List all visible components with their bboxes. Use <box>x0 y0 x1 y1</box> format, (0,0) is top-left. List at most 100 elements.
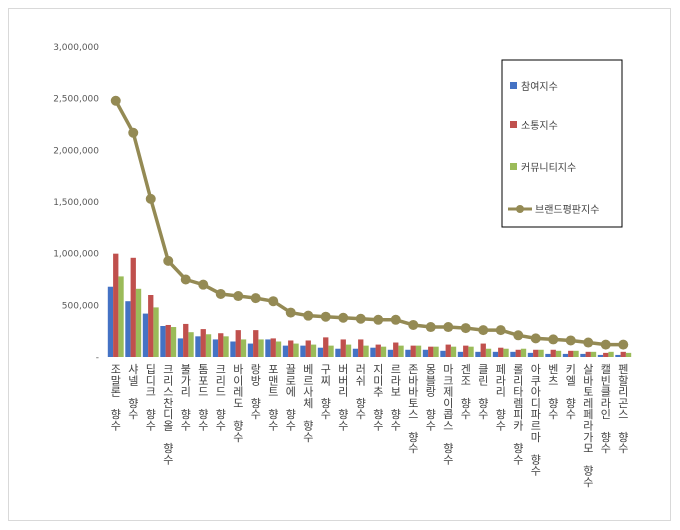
y-tick-label: 2,000,000 <box>53 146 99 156</box>
line-point <box>583 337 594 348</box>
line-point <box>478 325 489 336</box>
line-point <box>163 255 174 266</box>
bar <box>352 348 359 357</box>
bar <box>515 349 521 357</box>
bar <box>520 348 527 357</box>
bar <box>265 339 271 357</box>
bar <box>258 339 264 357</box>
legend-box <box>501 59 623 228</box>
bar <box>142 313 149 357</box>
line-point <box>618 339 629 350</box>
bar <box>422 349 429 357</box>
bar <box>165 324 171 357</box>
bar <box>170 327 177 357</box>
bar <box>475 351 481 357</box>
line-point <box>460 323 471 334</box>
bar <box>533 349 539 357</box>
line-point <box>390 314 401 325</box>
legend-swatch <box>510 121 517 128</box>
bar <box>615 354 621 357</box>
bar <box>335 348 341 357</box>
bar <box>562 353 569 357</box>
bar <box>135 288 142 357</box>
bar <box>275 341 282 357</box>
line-point <box>443 322 454 333</box>
line-point <box>303 310 314 321</box>
bar <box>445 344 451 357</box>
line-point <box>373 314 384 325</box>
bar <box>370 347 376 357</box>
legend-swatch-marker <box>516 205 524 213</box>
bar-series-group <box>107 253 632 357</box>
bar <box>498 347 504 357</box>
bar <box>212 339 219 357</box>
bar <box>118 276 124 357</box>
legend-label: 소통지수 <box>521 120 558 132</box>
bar <box>387 349 394 357</box>
bar <box>300 345 306 357</box>
bar <box>188 332 194 357</box>
legend-swatch <box>510 163 517 170</box>
bar <box>510 351 516 357</box>
line-point <box>408 319 419 330</box>
bar <box>393 342 399 357</box>
bar <box>288 340 294 357</box>
line-point <box>110 95 121 106</box>
bar <box>323 337 329 357</box>
bar <box>480 343 486 357</box>
bar <box>620 351 626 357</box>
line-point <box>495 325 506 336</box>
bar <box>218 333 224 357</box>
line-point <box>215 288 226 299</box>
bar <box>205 334 212 357</box>
legend-label: 커뮤니티지수 <box>521 162 576 174</box>
bar <box>345 344 352 357</box>
bar <box>503 348 509 357</box>
bar <box>405 349 411 357</box>
bar <box>358 339 364 357</box>
bar <box>240 339 247 357</box>
bar <box>195 336 201 357</box>
bar <box>380 346 387 357</box>
bar <box>545 353 551 357</box>
line-point <box>198 279 209 290</box>
bar <box>568 350 574 357</box>
bar <box>200 329 206 357</box>
bar <box>113 253 119 357</box>
bar <box>450 346 457 357</box>
legend-label: 브랜드평판지수 <box>535 204 599 216</box>
legend-label: 참여지수 <box>521 81 558 93</box>
y-tick-label: 1,500,000 <box>53 198 99 208</box>
bar <box>230 341 236 357</box>
bar <box>282 345 289 357</box>
y-tick-label: 1,000,000 <box>53 250 99 260</box>
bar <box>597 354 604 357</box>
bar <box>223 336 229 357</box>
bar <box>305 340 311 357</box>
line-point <box>513 330 524 341</box>
bar <box>107 286 114 357</box>
line-point <box>268 296 279 307</box>
bar <box>363 345 369 357</box>
bar <box>608 351 614 357</box>
line-point <box>145 193 156 204</box>
line-point <box>180 274 191 285</box>
legend-swatch <box>510 82 517 89</box>
y-axis: - 500,000 1,000,000 1,500,000 2,000,000 2,500… <box>53 43 99 363</box>
bar <box>130 257 136 357</box>
bar <box>468 346 474 357</box>
